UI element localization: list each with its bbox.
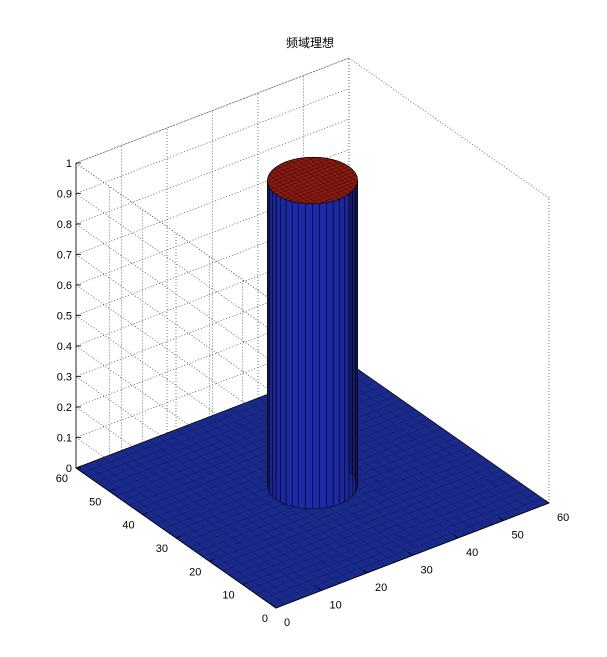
column-facet: [285, 199, 293, 507]
y-tick-label: 0: [262, 613, 268, 625]
column-facet: [280, 196, 287, 505]
column-facet: [305, 203, 313, 510]
y-tick-label: 50: [89, 496, 101, 508]
z-tick-label: 0.1: [57, 433, 72, 445]
z-gridline: [75, 179, 350, 426]
column-facet: [338, 196, 345, 505]
x-tick: [362, 569, 368, 574]
z-gridline: [75, 88, 350, 334]
column-facet: [352, 168, 356, 479]
x-tick-label: 30: [421, 565, 433, 577]
x-tick-label: 60: [557, 512, 569, 524]
x-tick-label: 20: [375, 582, 387, 594]
column-facet: [275, 194, 281, 503]
y-axis-ticks: 0 10 20 30 40 50 60: [56, 465, 282, 625]
z-tick-label: 0.5: [57, 311, 72, 323]
axes-box: [75, 57, 550, 503]
column-facet: [332, 198, 340, 507]
y-tick: [109, 488, 115, 492]
x-tick-label: 0: [284, 617, 290, 629]
y-tick: [142, 512, 148, 516]
y-tick-label: 60: [56, 473, 68, 485]
x-tick: [453, 534, 459, 539]
x-tick: [271, 604, 277, 609]
column-facet: [344, 193, 350, 503]
z-axis-ticks: 0 0.1 0.2 0.3 0.4 0.5 0.6 0.7 0.8 0.9 1: [57, 158, 81, 475]
y-tick: [175, 535, 182, 539]
column-facet: [291, 201, 299, 509]
x-tick: [544, 499, 550, 504]
z-gridline: [75, 210, 350, 456]
chart-title: 频域理想: [286, 35, 334, 50]
cap-mesh-y: [272, 164, 346, 193]
y-tick-label: 10: [222, 590, 234, 602]
z-tick-label: 0.9: [57, 189, 72, 201]
floor-mesh-y: [255, 488, 530, 595]
column-facet: [298, 202, 306, 509]
floor-mesh-y: [222, 465, 496, 571]
x-tick-label: 40: [466, 547, 478, 559]
floor-mesh-y: [249, 484, 523, 590]
x-axis-ticks: 0 10 20 30 40 50 60: [271, 499, 569, 629]
y-tick-label: 20: [189, 566, 201, 578]
x-tick-label: 10: [330, 600, 342, 612]
cap-mesh-y: [268, 160, 337, 187]
z-tick-label: 0.4: [57, 341, 72, 353]
column-facet: [312, 203, 320, 510]
y-tick-label: 40: [122, 520, 134, 532]
cap-mesh-x: [301, 157, 351, 193]
floor-mesh-y: [215, 460, 490, 567]
z-tick-label: 0.3: [57, 372, 72, 384]
cap-mesh-y: [268, 157, 317, 176]
z-tick-label: 0.8: [57, 219, 72, 231]
box-edge: [75, 57, 350, 164]
y-tick: [242, 582, 248, 586]
z-tick-label: 0.7: [57, 250, 72, 262]
column-facet: [319, 202, 327, 509]
cap-mesh-y: [271, 157, 307, 172]
floor-mesh-y: [235, 474, 510, 581]
cap-mesh-y: [276, 166, 349, 195]
z-tick-label: 0.6: [57, 280, 72, 292]
cap-mesh-y: [267, 158, 331, 184]
column-facet: [348, 165, 353, 476]
column-facet: [272, 190, 277, 501]
cap-mesh-x: [322, 157, 358, 183]
cutoff-column: [267, 156, 358, 510]
column-facet: [269, 187, 273, 498]
floor-mesh-y: [262, 493, 536, 599]
z-tick-label: 0: [66, 463, 72, 475]
floor-mesh-y: [242, 479, 516, 585]
cap-mesh-x: [290, 160, 344, 198]
cap-mesh-y: [267, 157, 325, 180]
cap-mesh-x: [307, 157, 354, 190]
floor-mesh-y: [269, 498, 543, 604]
z-tick-label: 1: [66, 158, 72, 170]
z-gridline: [75, 57, 350, 304]
x-tick-label: 50: [512, 530, 524, 542]
cap-mesh-x: [295, 158, 348, 196]
z-tick-label: 0.2: [57, 402, 72, 414]
floor-mesh-y: [229, 470, 503, 576]
x-tick: [408, 552, 413, 556]
x-tick: [499, 517, 504, 521]
cap-mesh-y: [270, 162, 342, 190]
y-tick: [75, 465, 82, 469]
cap-mesh-x: [331, 159, 358, 178]
y-tick-label: 30: [156, 543, 168, 555]
column-facet: [326, 200, 334, 508]
y-tick: [209, 558, 215, 562]
box-edge: [348, 57, 550, 199]
cap-mesh-x: [314, 157, 357, 187]
floor-mesh-y: [209, 456, 483, 562]
x-tick: [317, 587, 322, 591]
